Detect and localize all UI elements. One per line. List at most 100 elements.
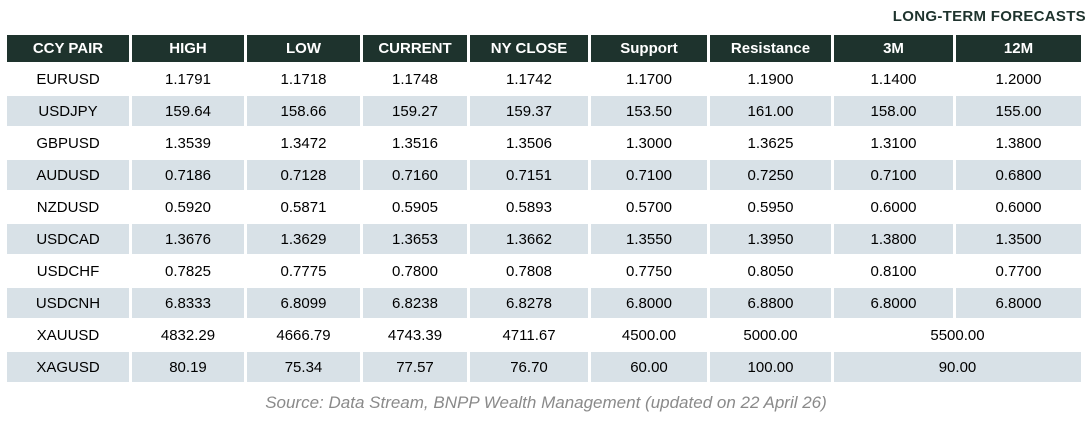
value-cell: 4832.29 xyxy=(132,320,244,350)
column-header-3m: 3M xyxy=(834,35,953,62)
column-header-ny-close: NY CLOSE xyxy=(470,35,588,62)
table-body: EURUSD 1.1791 1.1718 1.1748 1.1742 1.1700 1.19… xyxy=(7,64,1081,382)
pair-cell: XAGUSD xyxy=(7,352,129,382)
source-attribution: Source: Data Stream, BNPP Wealth Managem… xyxy=(265,393,827,412)
pair-cell: NZDUSD xyxy=(7,192,129,222)
value-cell: 1.3516 xyxy=(363,128,467,158)
value-cell: 158.66 xyxy=(247,96,360,126)
value-cell: 0.5950 xyxy=(710,192,831,222)
value-cell: 1.1400 xyxy=(834,64,953,94)
value-cell: 6.8000 xyxy=(591,288,707,318)
value-cell: 0.7775 xyxy=(247,256,360,286)
pair-cell: USDJPY xyxy=(7,96,129,126)
value-cell: 161.00 xyxy=(710,96,831,126)
value-cell: 0.7825 xyxy=(132,256,244,286)
value-cell: 1.1791 xyxy=(132,64,244,94)
value-cell: 60.00 xyxy=(591,352,707,382)
value-cell: 1.1700 xyxy=(591,64,707,94)
value-cell: 1.3539 xyxy=(132,128,244,158)
value-cell: 1.1748 xyxy=(363,64,467,94)
pair-cell: AUDUSD xyxy=(7,160,129,190)
value-cell: 1.3100 xyxy=(834,128,953,158)
value-cell: 1.3625 xyxy=(710,128,831,158)
value-cell: 1.1718 xyxy=(247,64,360,94)
value-cell: 159.64 xyxy=(132,96,244,126)
value-cell: 6.8000 xyxy=(956,288,1081,318)
column-header-high: HIGH xyxy=(132,35,244,62)
value-cell: 0.6800 xyxy=(956,160,1081,190)
value-cell: 100.00 xyxy=(710,352,831,382)
value-cell: 1.3950 xyxy=(710,224,831,254)
column-header-resistance: Resistance xyxy=(710,35,831,62)
table-row: USDJPY 159.64 158.66 159.27 159.37 153.50 161.… xyxy=(7,96,1081,126)
value-cell: 0.8100 xyxy=(834,256,953,286)
table-row: XAGUSD 80.19 75.34 77.57 76.70 60.00 100.00 90.… xyxy=(7,352,1081,382)
value-cell: 1.3500 xyxy=(956,224,1081,254)
pair-cell: USDCHF xyxy=(7,256,129,286)
table-row: AUDUSD 0.7186 0.7128 0.7160 0.7151 0.7100 0.72… xyxy=(7,160,1081,190)
value-cell: 80.19 xyxy=(132,352,244,382)
column-header-current: CURRENT xyxy=(363,35,467,62)
value-cell: 4666.79 xyxy=(247,320,360,350)
value-cell: 0.5905 xyxy=(363,192,467,222)
value-cell: 1.3000 xyxy=(591,128,707,158)
table-row: EURUSD 1.1791 1.1718 1.1748 1.1742 1.1700 1.19… xyxy=(7,64,1081,94)
merged-forecast-cell: 90.00 xyxy=(834,352,1081,382)
pair-cell: GBPUSD xyxy=(7,128,129,158)
value-cell: 0.6000 xyxy=(956,192,1081,222)
value-cell: 1.3676 xyxy=(132,224,244,254)
value-cell: 153.50 xyxy=(591,96,707,126)
value-cell: 0.7700 xyxy=(956,256,1081,286)
merged-forecast-cell: 5500.00 xyxy=(834,320,1081,350)
value-cell: 1.3550 xyxy=(591,224,707,254)
value-cell: 0.5700 xyxy=(591,192,707,222)
value-cell: 0.7750 xyxy=(591,256,707,286)
value-cell: 159.27 xyxy=(363,96,467,126)
column-header-support: Support xyxy=(591,35,707,62)
table-row: USDCAD 1.3676 1.3629 1.3653 1.3662 1.3550 1.39… xyxy=(7,224,1081,254)
value-cell: 4711.67 xyxy=(470,320,588,350)
pair-cell: USDCAD xyxy=(7,224,129,254)
value-cell: 0.6000 xyxy=(834,192,953,222)
value-cell: 6.8800 xyxy=(710,288,831,318)
value-cell: 0.7128 xyxy=(247,160,360,190)
value-cell: 0.5893 xyxy=(470,192,588,222)
value-cell: 0.7800 xyxy=(363,256,467,286)
fx-forecast-table: CCY PAIR HIGH LOW CURRENT NY CLOSE Suppo… xyxy=(4,33,1084,384)
value-cell: 6.8278 xyxy=(470,288,588,318)
value-cell: 1.2000 xyxy=(956,64,1081,94)
pair-cell: USDCNH xyxy=(7,288,129,318)
table-row: NZDUSD 0.5920 0.5871 0.5905 0.5893 0.5700 0.59… xyxy=(7,192,1081,222)
value-cell: 76.70 xyxy=(470,352,588,382)
value-cell: 6.8238 xyxy=(363,288,467,318)
column-header-ccy-pair: CCY PAIR xyxy=(7,35,129,62)
value-cell: 0.7808 xyxy=(470,256,588,286)
value-cell: 1.3800 xyxy=(956,128,1081,158)
value-cell: 0.7100 xyxy=(591,160,707,190)
table-title: LONG-TERM FORECASTS xyxy=(892,8,1086,25)
value-cell: 1.3506 xyxy=(470,128,588,158)
value-cell: 1.1900 xyxy=(710,64,831,94)
value-cell: 4500.00 xyxy=(591,320,707,350)
value-cell: 1.1742 xyxy=(470,64,588,94)
value-cell: 0.7160 xyxy=(363,160,467,190)
header-row: CCY PAIR HIGH LOW CURRENT NY CLOSE Suppo… xyxy=(7,35,1081,62)
value-cell: 77.57 xyxy=(363,352,467,382)
pair-cell: EURUSD xyxy=(7,64,129,94)
value-cell: 1.3629 xyxy=(247,224,360,254)
value-cell: 1.3662 xyxy=(470,224,588,254)
pair-cell: XAUUSD xyxy=(7,320,129,350)
value-cell: 6.8000 xyxy=(834,288,953,318)
value-cell: 75.34 xyxy=(247,352,360,382)
value-cell: 0.5871 xyxy=(247,192,360,222)
table-header: CCY PAIR HIGH LOW CURRENT NY CLOSE Suppo… xyxy=(7,35,1081,62)
value-cell: 1.3653 xyxy=(363,224,467,254)
table-row: USDCNH 6.8333 6.8099 6.8238 6.8278 6.8000 6.88… xyxy=(7,288,1081,318)
value-cell: 158.00 xyxy=(834,96,953,126)
value-cell: 1.3800 xyxy=(834,224,953,254)
value-cell: 0.5920 xyxy=(132,192,244,222)
column-header-low: LOW xyxy=(247,35,360,62)
value-cell: 0.8050 xyxy=(710,256,831,286)
value-cell: 159.37 xyxy=(470,96,588,126)
